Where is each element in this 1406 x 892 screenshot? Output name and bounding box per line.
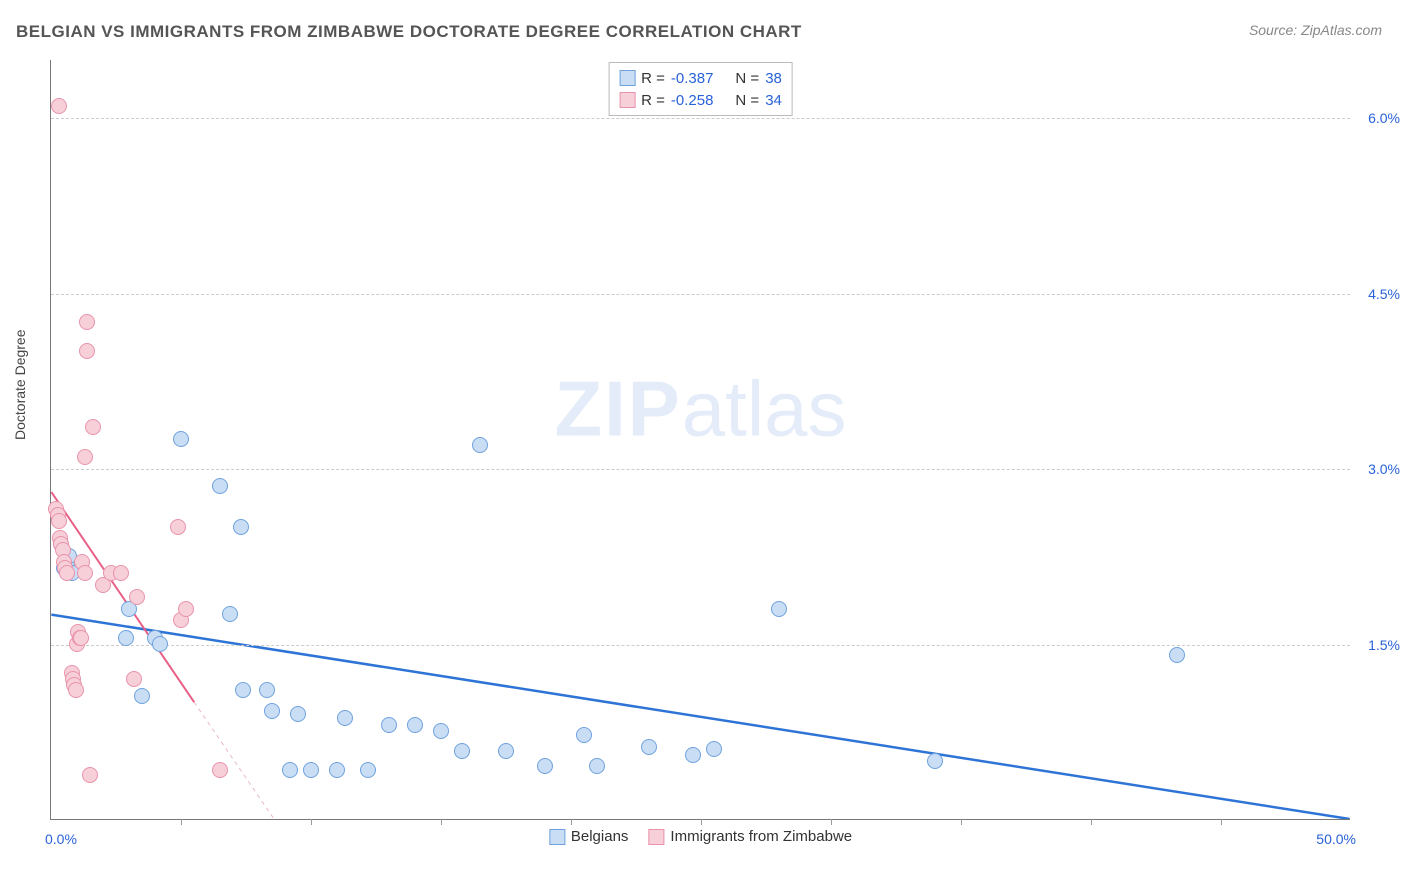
data-point — [498, 743, 514, 759]
data-point — [118, 630, 134, 646]
data-point — [290, 706, 306, 722]
data-point — [337, 710, 353, 726]
correlation-stats-box: R = -0.387 N = 38 R = -0.258 N = 34 — [608, 62, 793, 116]
data-point — [73, 630, 89, 646]
y-tick-label: 4.5% — [1354, 286, 1400, 302]
y-tick-label: 1.5% — [1354, 637, 1400, 653]
x-axis-min-label: 0.0% — [45, 831, 77, 847]
x-tick — [1221, 819, 1222, 825]
data-point — [329, 762, 345, 778]
watermark: ZIPatlas — [554, 364, 846, 455]
legend-item-zimbabwe: Immigrants from Zimbabwe — [648, 828, 852, 845]
data-point — [771, 601, 787, 617]
gridline — [51, 645, 1350, 646]
legend-label: Belgians — [571, 828, 629, 845]
data-point — [685, 747, 701, 763]
data-point — [77, 449, 93, 465]
data-point — [77, 565, 93, 581]
data-point — [282, 762, 298, 778]
x-tick — [961, 819, 962, 825]
stats-row-zimbabwe: R = -0.258 N = 34 — [619, 89, 782, 111]
data-point — [51, 513, 67, 529]
data-point — [589, 758, 605, 774]
data-point — [129, 589, 145, 605]
chart-title: BELGIAN VS IMMIGRANTS FROM ZIMBABWE DOCT… — [16, 22, 802, 42]
swatch-belgians — [619, 70, 635, 86]
data-point — [576, 727, 592, 743]
x-tick — [701, 819, 702, 825]
legend-swatch-zimbabwe — [648, 829, 664, 845]
data-point — [360, 762, 376, 778]
legend: Belgians Immigrants from Zimbabwe — [549, 828, 852, 845]
x-tick — [441, 819, 442, 825]
y-tick-label: 3.0% — [1354, 461, 1400, 477]
gridline — [51, 469, 1350, 470]
data-point — [235, 682, 251, 698]
data-point — [173, 431, 189, 447]
gridline — [51, 294, 1350, 295]
data-point — [407, 717, 423, 733]
data-point — [82, 767, 98, 783]
data-point — [68, 682, 84, 698]
data-point — [303, 762, 319, 778]
legend-item-belgians: Belgians — [549, 828, 629, 845]
data-point — [381, 717, 397, 733]
data-point — [472, 437, 488, 453]
data-point — [264, 703, 280, 719]
data-point — [51, 98, 67, 114]
data-point — [212, 478, 228, 494]
data-point — [706, 741, 722, 757]
data-point — [233, 519, 249, 535]
data-point — [537, 758, 553, 774]
x-axis-max-label: 50.0% — [1316, 831, 1356, 847]
data-point — [927, 753, 943, 769]
data-point — [85, 419, 101, 435]
data-point — [152, 636, 168, 652]
x-tick — [1091, 819, 1092, 825]
data-point — [454, 743, 470, 759]
data-point — [170, 519, 186, 535]
data-point — [433, 723, 449, 739]
x-tick — [181, 819, 182, 825]
data-point — [79, 343, 95, 359]
y-tick-label: 6.0% — [1354, 110, 1400, 126]
data-point — [641, 739, 657, 755]
trendlines-svg — [51, 60, 1350, 819]
data-point — [59, 565, 75, 581]
x-tick — [311, 819, 312, 825]
legend-swatch-belgians — [549, 829, 565, 845]
data-point — [134, 688, 150, 704]
data-point — [113, 565, 129, 581]
swatch-zimbabwe — [619, 92, 635, 108]
x-tick — [571, 819, 572, 825]
legend-label: Immigrants from Zimbabwe — [670, 828, 852, 845]
data-point — [259, 682, 275, 698]
y-axis-label: Doctorate Degree — [12, 329, 28, 440]
data-point — [79, 314, 95, 330]
data-point — [1169, 647, 1185, 663]
stats-row-belgians: R = -0.387 N = 38 — [619, 67, 782, 89]
x-tick — [831, 819, 832, 825]
source-attribution: Source: ZipAtlas.com — [1249, 22, 1382, 38]
data-point — [222, 606, 238, 622]
data-point — [126, 671, 142, 687]
scatter-plot-area: ZIPatlas R = -0.387 N = 38 R = -0.258 N … — [50, 60, 1350, 820]
gridline — [51, 118, 1350, 119]
data-point — [212, 762, 228, 778]
data-point — [178, 601, 194, 617]
